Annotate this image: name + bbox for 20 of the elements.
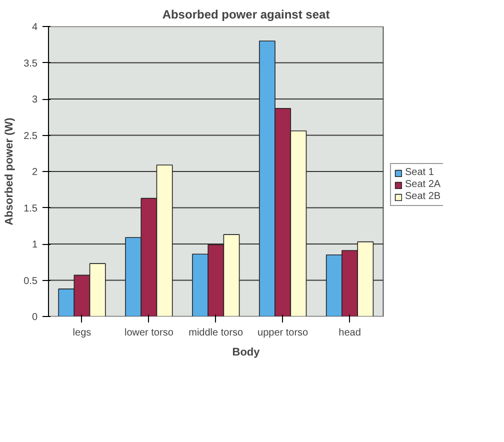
x-axis-title: Body — [232, 346, 261, 358]
y-tick-label: 1.5 — [24, 203, 38, 214]
y-axis-title: Absorbed power (W) — [4, 117, 16, 226]
legend-label: Seat 2B — [405, 191, 441, 202]
legend-label: Seat 2A — [405, 179, 441, 190]
x-tick-label: upper torso — [258, 328, 309, 338]
legend-label: Seat 1 — [405, 167, 434, 178]
y-tick-label: 4 — [32, 22, 38, 33]
x-tick-label: legs — [72, 328, 92, 338]
y-tick-label: 3 — [32, 94, 38, 106]
x-tick-label: middle torso — [188, 328, 244, 338]
x-tick-label: head — [338, 328, 361, 338]
y-tick-label: 0 — [32, 312, 38, 323]
y-tick-label: 3.5 — [24, 58, 38, 70]
y-tick-label: 2.5 — [24, 130, 38, 142]
x-tick-label: lower torso — [124, 328, 174, 338]
chart-title: Absorbed power against seat — [162, 8, 330, 22]
y-tick-label: 0.5 — [24, 276, 38, 287]
y-tick-label: 1 — [32, 240, 38, 250]
y-tick-label: 2 — [32, 167, 38, 178]
